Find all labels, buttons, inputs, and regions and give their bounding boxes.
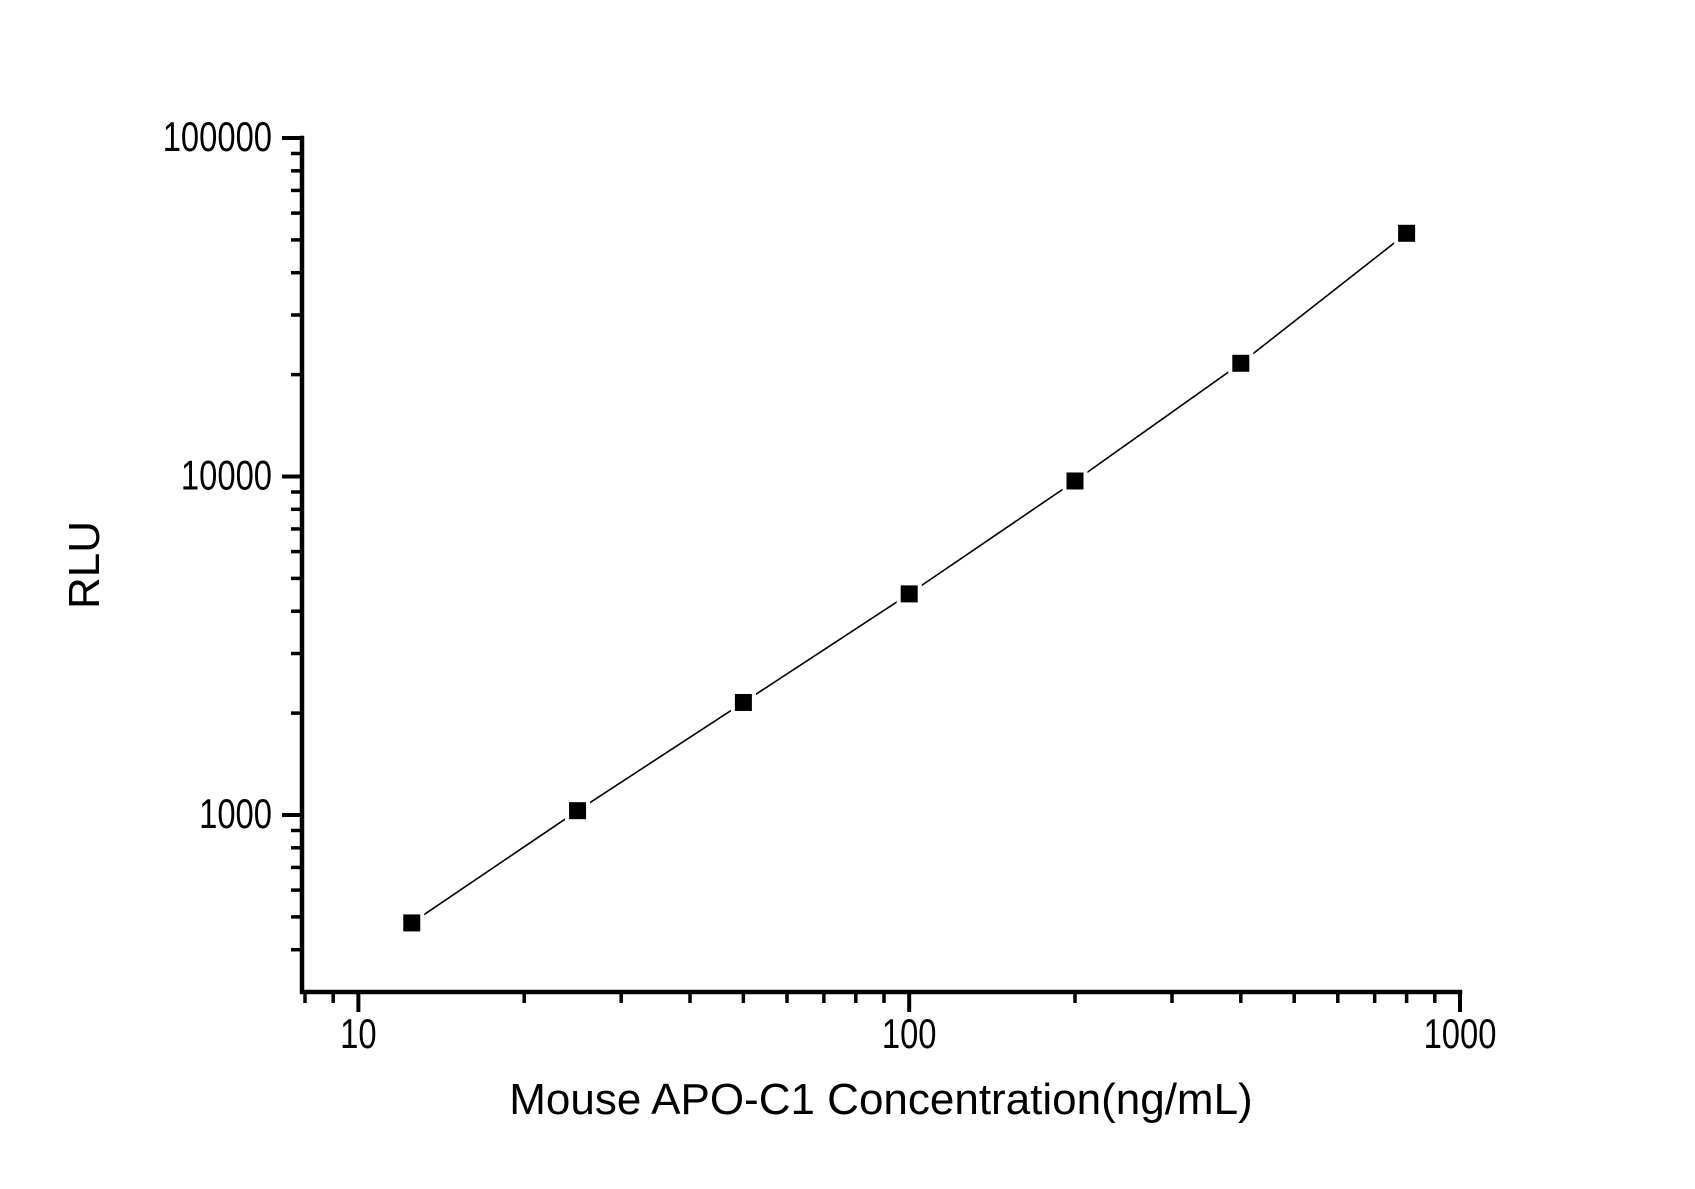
series-line [411, 232, 1408, 924]
y-tick-label: 1000 [199, 790, 272, 837]
x-tick-label: 10 [340, 1010, 376, 1057]
y-axis-title: RLU [60, 521, 109, 609]
data-point-marker [569, 802, 587, 820]
data-point-marker [1398, 224, 1416, 242]
data-point-marker [403, 914, 421, 932]
x-tick-label: 1000 [1424, 1010, 1497, 1057]
data-point-marker [1066, 472, 1084, 490]
plot-area: 10 100 1000 1000 10000 100000 [163, 113, 1497, 1057]
axes-frame [299, 135, 1463, 995]
data-point-marker [1232, 354, 1250, 372]
x-axis-title: Mouse APO-C1 Concentration(ng/mL) [509, 1075, 1252, 1124]
y-tick-label: 10000 [181, 452, 272, 499]
x-tick-label: 100 [882, 1010, 937, 1057]
data-point-marker [734, 693, 752, 711]
y-tick-label: 100000 [163, 113, 272, 160]
data-point-marker [900, 585, 918, 603]
